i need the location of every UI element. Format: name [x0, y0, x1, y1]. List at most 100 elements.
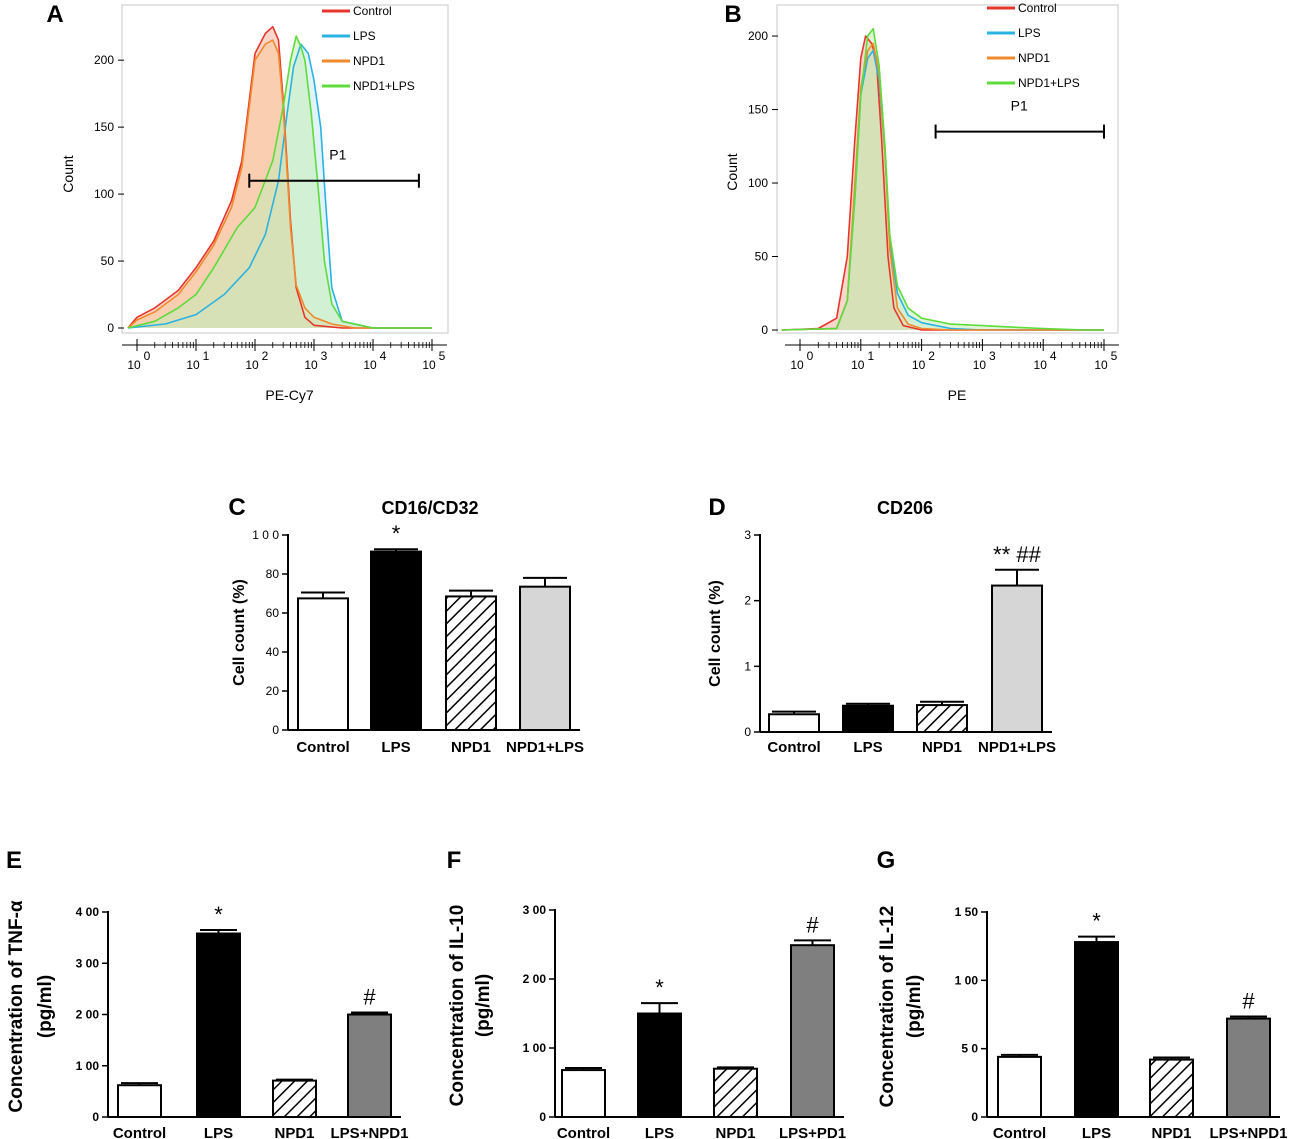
histogram-panel-b: B050100150200100101102103104105PECountP1… — [724, 1, 1119, 403]
legend-entry: Control — [353, 4, 392, 18]
x-tick-exponent: 4 — [380, 349, 387, 363]
y-tick-label: 0 — [92, 1110, 99, 1124]
panel-label: C — [228, 494, 245, 521]
series-fill-npd1-lps — [781, 28, 1104, 330]
y-axis-label: Count — [724, 153, 740, 190]
series-line-npd1-lps — [781, 27, 1104, 331]
category-label: NPD1+LPS — [978, 739, 1056, 756]
category-label: LPS — [1082, 1125, 1111, 1139]
x-tick-base: 10 — [363, 358, 377, 372]
x-tick-base: 10 — [912, 358, 926, 372]
category-label: NPD1 — [451, 739, 491, 756]
bar-lps — [637, 1012, 682, 1118]
y-tick-label: 100 — [748, 176, 768, 190]
y-tick-label: 1 — [744, 659, 751, 673]
panel-label: A — [46, 1, 63, 28]
x-tick-exponent: 5 — [1111, 349, 1118, 363]
bar-control — [561, 1069, 606, 1118]
bar-panel-d: D CD206 0 1 2 3 Control LPS NPD1 ** ## NPD1+LPS Cel… — [707, 494, 1056, 756]
category-label: LPS+NPD1 — [1210, 1125, 1288, 1139]
y-tick-label: 3 00 — [76, 956, 100, 970]
category-label: LPS — [645, 1125, 674, 1139]
x-axis-label: PE-Cy7 — [265, 387, 313, 403]
series-line-lps — [127, 43, 432, 329]
bar-npd1 — [445, 595, 497, 731]
bar-control — [297, 597, 349, 731]
x-tick-exponent: 0 — [144, 349, 151, 363]
x-tick-exponent: 2 — [928, 349, 935, 363]
bar-lps-pd1 — [790, 944, 835, 1118]
bar-control — [768, 713, 820, 734]
y-axis-label: Concentration of IL-12 — [877, 906, 898, 1108]
x-tick-base: 10 — [245, 358, 259, 372]
y-axis-label: Cell count (%) — [231, 579, 248, 686]
significance-marker: # — [1242, 989, 1255, 1014]
y-tick-label: 2 — [744, 594, 751, 608]
bar-npd1 — [1149, 1058, 1194, 1118]
histogram-panel-a: A050100150200100101102103104105PE-Cy7Cou… — [46, 1, 449, 403]
category-label: LPS+PD1 — [779, 1125, 846, 1139]
y-tick-label: 3 — [744, 528, 751, 542]
chart-title: CD206 — [877, 498, 933, 518]
gate-label: P1 — [1011, 98, 1028, 114]
x-tick-base: 10 — [186, 358, 200, 372]
significance-marker: * — [1092, 909, 1101, 934]
category-label: LPS — [381, 739, 410, 756]
y-tick-label: 4 00 — [76, 905, 100, 919]
significance-marker: ** ## — [993, 542, 1041, 567]
y-tick-label: 100 — [94, 187, 114, 201]
y-tick-label: 0 — [539, 1110, 546, 1124]
series-fill-lps — [781, 50, 1104, 330]
series-line-control — [127, 25, 432, 329]
significance-marker: * — [214, 902, 223, 927]
y-tick-label: 150 — [748, 103, 768, 117]
category-label: LPS — [204, 1125, 233, 1139]
series-fill-npd1-lps — [127, 36, 433, 328]
y-tick-label: 1 50 — [955, 905, 979, 919]
x-tick-base: 10 — [973, 358, 987, 372]
y-tick-label: 0 — [971, 1110, 978, 1124]
category-label: Control — [296, 739, 349, 756]
category-label: Control — [767, 739, 820, 756]
bar-npd1 — [916, 704, 968, 733]
y-tick-label: 0 — [744, 725, 751, 739]
bar-npd1-lps — [519, 585, 571, 731]
bar-npd1 — [272, 1079, 317, 1119]
y-tick-label: 40 — [266, 645, 280, 659]
bar-lps — [196, 932, 241, 1119]
significance-marker: * — [655, 975, 664, 1000]
x-tick-exponent: 3 — [321, 349, 328, 363]
plot-frame — [776, 4, 1119, 334]
category-label: NPD1 — [1151, 1125, 1191, 1139]
category-label: NPD1+LPS — [506, 739, 584, 756]
y-tick-label: 1 00 — [523, 1041, 547, 1055]
significance-marker: # — [363, 984, 376, 1009]
panel-label: G — [877, 847, 896, 874]
category-label: Control — [993, 1125, 1046, 1139]
bar-npd1 — [713, 1067, 758, 1118]
significance-marker: # — [806, 912, 819, 937]
y-tick-label: 3 00 — [523, 903, 547, 917]
bar-panel-c: C CD16/CD32 0 20 40 60 80 1 0 0 Control * LPS NPD1 N… — [228, 494, 584, 756]
series-line-npd1 — [127, 39, 432, 329]
y-tick-label: 1 0 0 — [252, 528, 279, 542]
bar-panel-g: G 0 5 0 1 00 1 50 Control * LPS NPD1 # LPS+NPD1 Con… — [877, 847, 1288, 1139]
panel-label: E — [6, 847, 22, 874]
y-tick-label: 2 00 — [523, 972, 547, 986]
x-tick-exponent: 5 — [439, 349, 446, 363]
y-tick-label: 150 — [94, 120, 114, 134]
y-tick-label: 1 00 — [76, 1059, 100, 1073]
bar-lps — [1074, 941, 1119, 1118]
series-line-lps — [781, 49, 1104, 331]
bar-control — [117, 1084, 162, 1118]
y-tick-label: 80 — [266, 567, 280, 581]
x-tick-base: 10 — [1094, 358, 1108, 372]
y-axis-label: (pg/ml) — [35, 975, 56, 1038]
panel-label: D — [708, 494, 725, 521]
y-tick-label: 60 — [266, 606, 280, 620]
x-tick-base: 10 — [304, 358, 318, 372]
x-tick-exponent: 3 — [989, 349, 996, 363]
x-tick-base: 10 — [422, 358, 436, 372]
bar-control — [997, 1055, 1042, 1119]
